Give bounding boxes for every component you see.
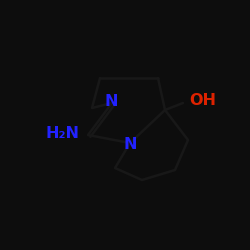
Text: N: N [104, 94, 118, 109]
Text: OH: OH [189, 93, 216, 108]
Text: H₂N: H₂N [45, 126, 79, 141]
Text: N: N [123, 137, 137, 152]
